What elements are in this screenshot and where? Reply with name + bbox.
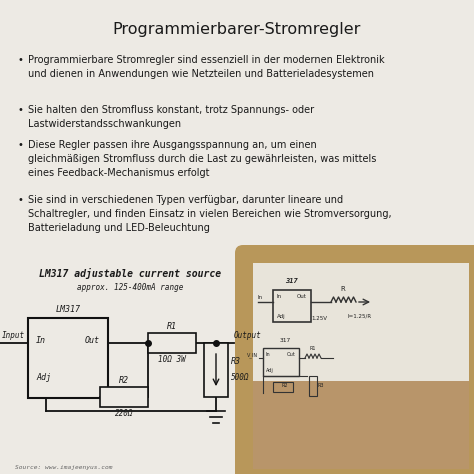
Text: Sie halten den Stromfluss konstant, trotz Spannungs- oder
Lastwiderstandsschwank: Sie halten den Stromfluss konstant, trot… <box>28 105 314 129</box>
Text: Input: Input <box>2 331 25 340</box>
Text: Out: Out <box>85 336 100 345</box>
Text: R: R <box>341 286 346 292</box>
Text: LM317 adjustable current source: LM317 adjustable current source <box>39 268 221 279</box>
Text: 317: 317 <box>279 338 291 343</box>
Bar <box>309 376 317 396</box>
Text: 220Ω: 220Ω <box>115 409 133 418</box>
Text: Diese Regler passen ihre Ausgangsspannung an, um einen
gleichmäßigen Stromfluss : Diese Regler passen ihre Ausgangsspannun… <box>28 140 376 178</box>
Bar <box>273 382 293 392</box>
Text: Out: Out <box>287 352 296 357</box>
Text: I=1.25/R: I=1.25/R <box>348 314 372 319</box>
Text: V_IN: V_IN <box>247 352 258 358</box>
Text: 317: 317 <box>284 278 297 284</box>
Text: Out: Out <box>297 294 307 299</box>
FancyBboxPatch shape <box>235 245 474 474</box>
Text: In: In <box>277 294 282 299</box>
Text: LM317: LM317 <box>55 305 81 314</box>
Text: R2: R2 <box>119 376 129 385</box>
Bar <box>273 290 311 322</box>
Text: •: • <box>18 140 24 150</box>
Text: Adj: Adj <box>36 373 51 382</box>
Bar <box>204 343 228 397</box>
Text: 10Ω 3W: 10Ω 3W <box>158 355 186 364</box>
Text: R1: R1 <box>167 322 177 331</box>
Text: In: In <box>258 295 263 300</box>
Bar <box>0 258 248 474</box>
Bar <box>253 381 469 469</box>
Text: Output: Output <box>234 331 262 340</box>
Text: Source: www.imajeenyus.com: Source: www.imajeenyus.com <box>15 465 112 470</box>
Text: approx. 125-400mA range: approx. 125-400mA range <box>77 283 183 292</box>
Bar <box>100 387 148 407</box>
Text: In: In <box>266 352 271 357</box>
Bar <box>253 263 469 381</box>
Text: 1.25V: 1.25V <box>311 316 327 321</box>
Bar <box>148 333 196 353</box>
Text: R2: R2 <box>282 383 288 388</box>
Text: •: • <box>18 105 24 115</box>
Text: In: In <box>36 336 46 345</box>
Text: R3: R3 <box>231 357 241 366</box>
Bar <box>28 318 108 398</box>
Text: R3: R3 <box>318 383 325 388</box>
Text: Programmierbare Stromregler sind essenziell in der modernen Elektronik
und diene: Programmierbare Stromregler sind essenzi… <box>28 55 384 79</box>
Text: Sie sind in verschiedenen Typen verfügbar, darunter lineare und
Schaltregler, un: Sie sind in verschiedenen Typen verfügba… <box>28 195 392 233</box>
Text: Adj: Adj <box>266 368 274 373</box>
Bar <box>263 348 299 376</box>
Text: •: • <box>18 55 24 65</box>
Text: Programmierbarer-Stromregler: Programmierbarer-Stromregler <box>113 22 361 37</box>
Text: R1: R1 <box>310 346 316 351</box>
Text: Adj: Adj <box>277 314 286 319</box>
Text: 500Ω: 500Ω <box>231 374 249 383</box>
Text: •: • <box>18 195 24 205</box>
